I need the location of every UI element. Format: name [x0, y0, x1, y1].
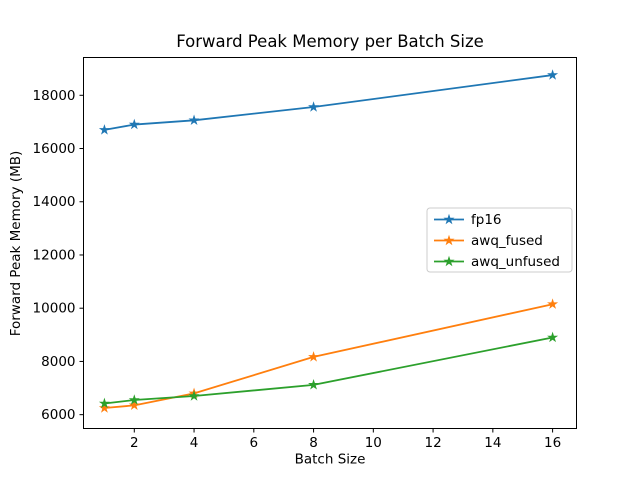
series-line-awq_unfused: [104, 336, 553, 405]
x-tick-label: 4: [190, 435, 199, 451]
series-marker-awq_fused: [547, 298, 559, 309]
series-marker-awq_unfused: [98, 397, 110, 409]
y-tick-label: 8000: [41, 354, 75, 370]
series-marker-fp16: [547, 69, 559, 80]
axis-ticks: 2 4 6 8 10 12 14 16 6000 8000 10000 12000 14000 16000…: [33, 88, 562, 451]
x-axis-label: Batch Size: [295, 452, 366, 468]
chart-title: Forward Peak Memory per Batch Size: [176, 32, 484, 51]
series-marker-awq_fused: [308, 351, 320, 362]
legend-box: [426, 207, 573, 273]
series-line-fp16: [104, 74, 553, 131]
series-marker-fp16: [128, 118, 140, 130]
legend: fp16 awq_fused awq_unfused: [426, 207, 573, 273]
x-tick-label: 12: [424, 435, 441, 451]
x-tick-label: 10: [365, 435, 382, 451]
series-marker-fp16: [98, 124, 110, 135]
y-tick-label: 14000: [33, 194, 76, 210]
series-marker-awq_fused: [128, 399, 140, 411]
series-line-awq_fused: [104, 303, 553, 409]
x-tick-label: 8: [309, 435, 318, 451]
series-marker-fp16: [188, 114, 200, 125]
plot-series: [98, 69, 559, 413]
x-tick-label: 6: [250, 435, 259, 451]
axes-frame: [83, 57, 577, 429]
legend-marker-sample: [443, 255, 455, 267]
y-tick-label: 18000: [33, 88, 76, 104]
y-tick-label: 12000: [33, 247, 76, 263]
series-marker-fp16: [308, 101, 320, 112]
y-tick-label: 10000: [33, 301, 76, 317]
y-tick-label: 6000: [41, 407, 75, 423]
series-marker-awq_unfused: [188, 390, 200, 401]
legend-label-awq_unfused: awq_unfused: [471, 254, 560, 270]
legend-marker-sample: [443, 234, 455, 246]
legend-marker-sample: [443, 213, 455, 225]
x-tick-label: 16: [544, 435, 561, 451]
x-tick-label: 14: [484, 435, 501, 451]
x-tick-label: 2: [130, 435, 139, 451]
series-marker-awq_unfused: [308, 379, 320, 390]
y-axis-label: Forward Peak Memory (MB): [8, 151, 24, 337]
legend-label-awq_fused: awq_fused: [471, 233, 543, 249]
y-tick-label: 16000: [33, 141, 76, 157]
series-marker-awq_fused: [98, 402, 110, 413]
series-marker-awq_unfused: [547, 331, 559, 343]
series-marker-awq_unfused: [128, 394, 140, 405]
legend-label-fp16: fp16: [471, 212, 502, 228]
